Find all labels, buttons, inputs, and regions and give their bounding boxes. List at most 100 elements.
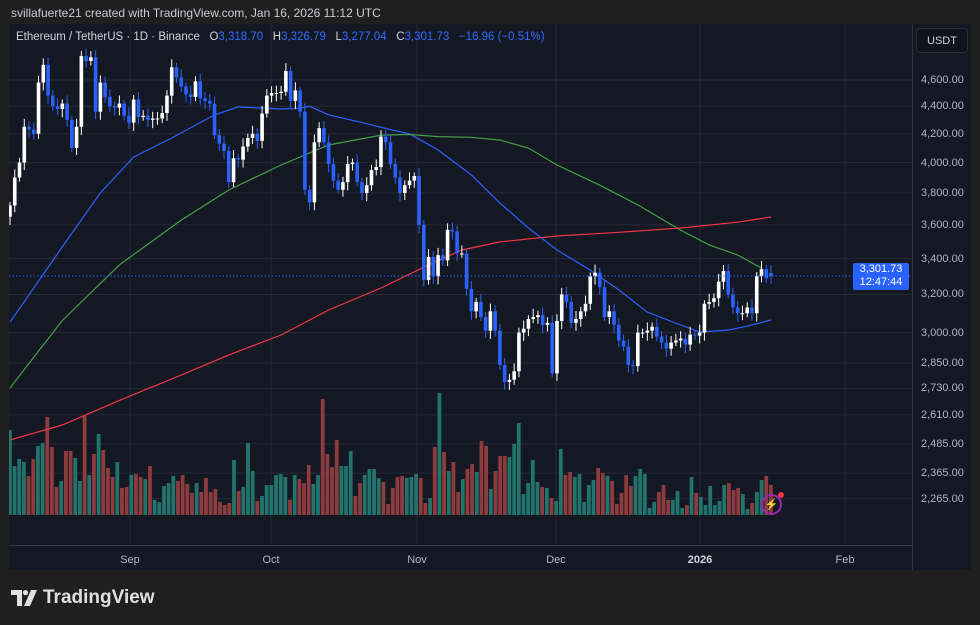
- price-chart[interactable]: [9, 24, 912, 545]
- volume-bar: [418, 478, 423, 515]
- candle-body: [303, 111, 307, 190]
- low-value: 3,277.04: [341, 31, 387, 43]
- candle-body: [674, 340, 678, 343]
- candle-body: [693, 334, 697, 336]
- candle-body: [241, 146, 245, 160]
- volume-bar: [45, 417, 50, 515]
- volume-bar: [423, 503, 428, 515]
- volume-bar: [484, 446, 489, 515]
- candle-body: [455, 231, 459, 254]
- price-axis[interactable]: [912, 24, 972, 570]
- candle-body: [212, 103, 217, 136]
- currency-button[interactable]: USDT: [916, 28, 968, 53]
- candle-body: [764, 269, 769, 279]
- candle-body: [236, 158, 241, 160]
- candle-body: [631, 365, 635, 367]
- candle-body: [279, 91, 283, 93]
- volume-bar: [628, 486, 633, 515]
- volume-bar: [554, 501, 559, 515]
- open-label: O: [209, 31, 219, 43]
- time-axis[interactable]: [9, 545, 912, 571]
- volume-bar: [180, 475, 185, 515]
- volume-bar: [437, 393, 442, 515]
- candle-body: [193, 81, 198, 97]
- candle-body: [36, 82, 41, 134]
- candle-body: [555, 320, 559, 374]
- chart-panel: [9, 24, 971, 570]
- volume-bar: [36, 446, 40, 515]
- candle-body: [307, 189, 312, 203]
- volume-bar: [278, 474, 283, 515]
- volume-bar: [306, 465, 311, 515]
- volume-bar: [610, 481, 615, 515]
- volume-bar: [549, 498, 554, 515]
- volume-bar: [330, 467, 334, 515]
- candle-body: [769, 272, 773, 276]
- candle-body: [70, 119, 74, 149]
- candle-body: [540, 315, 545, 325]
- volume-bar: [694, 493, 699, 515]
- volume-bar: [185, 484, 190, 515]
- candle-body: [678, 338, 683, 341]
- volume-bar: [260, 496, 264, 515]
- candle-body: [341, 182, 345, 190]
- lightning-icon[interactable]: ⚡: [761, 492, 784, 515]
- candle-body: [12, 177, 17, 206]
- volume-bar: [572, 477, 577, 515]
- price-tick-label: 2,610.00: [921, 408, 964, 421]
- volume-bar: [446, 471, 451, 515]
- time-tick-label: Oct: [262, 554, 280, 566]
- volume-bar: [292, 475, 297, 515]
- candle-body: [735, 307, 740, 314]
- volume-bar: [414, 474, 418, 515]
- volume-bar: [162, 486, 166, 515]
- volume-bar: [689, 477, 694, 515]
- moving-average-line: [9, 105, 772, 333]
- candle-body: [750, 307, 754, 314]
- volume-bar: [530, 460, 535, 515]
- tradingview-logo-icon: [11, 590, 37, 606]
- volume-bar: [675, 491, 680, 515]
- candle-body: [60, 103, 65, 109]
- candle-body: [707, 301, 711, 304]
- volume-bar: [540, 487, 545, 515]
- candle-body: [93, 57, 98, 112]
- volume-bar: [227, 503, 232, 515]
- tradingview-logo: TradingView: [11, 587, 155, 609]
- bar-countdown: 12:47:44: [859, 276, 903, 288]
- volume-bar: [101, 450, 106, 515]
- candle-body: [312, 142, 317, 203]
- volume-bar: [283, 477, 288, 515]
- volume-bar: [731, 490, 736, 515]
- candle-body: [174, 67, 179, 78]
- candle-body: [655, 326, 659, 337]
- volume-bar: [428, 498, 432, 515]
- candle-body: [469, 288, 474, 312]
- volume-bar: [684, 505, 689, 515]
- volume-bar: [269, 485, 274, 515]
- volume-bar: [166, 483, 171, 515]
- candle-body: [441, 255, 445, 261]
- volume-bar: [726, 483, 731, 515]
- volume-bar: [120, 488, 124, 515]
- volume-bar: [754, 492, 759, 515]
- volume-bar: [106, 468, 110, 515]
- candle-body: [431, 256, 436, 277]
- volume-bar: [82, 416, 87, 515]
- volume-bar: [124, 487, 129, 515]
- candle-body: [31, 129, 36, 134]
- candle-body: [574, 318, 578, 323]
- price-tick-label: 3,200.00: [921, 288, 964, 301]
- symbol-name[interactable]: Ethereum / TetherUS · 1D · Binance: [16, 31, 200, 43]
- last-price: 3,301.73: [859, 263, 903, 275]
- volume-bar: [642, 474, 647, 515]
- volume-bar: [745, 509, 750, 515]
- candle-body: [46, 64, 50, 96]
- volume-bar: [563, 475, 568, 515]
- candle-body: [712, 298, 716, 302]
- volume-bar: [376, 478, 381, 515]
- candle-body: [369, 170, 374, 186]
- volume-bar: [479, 441, 484, 515]
- candle-body: [483, 317, 488, 331]
- candle-body: [464, 253, 469, 289]
